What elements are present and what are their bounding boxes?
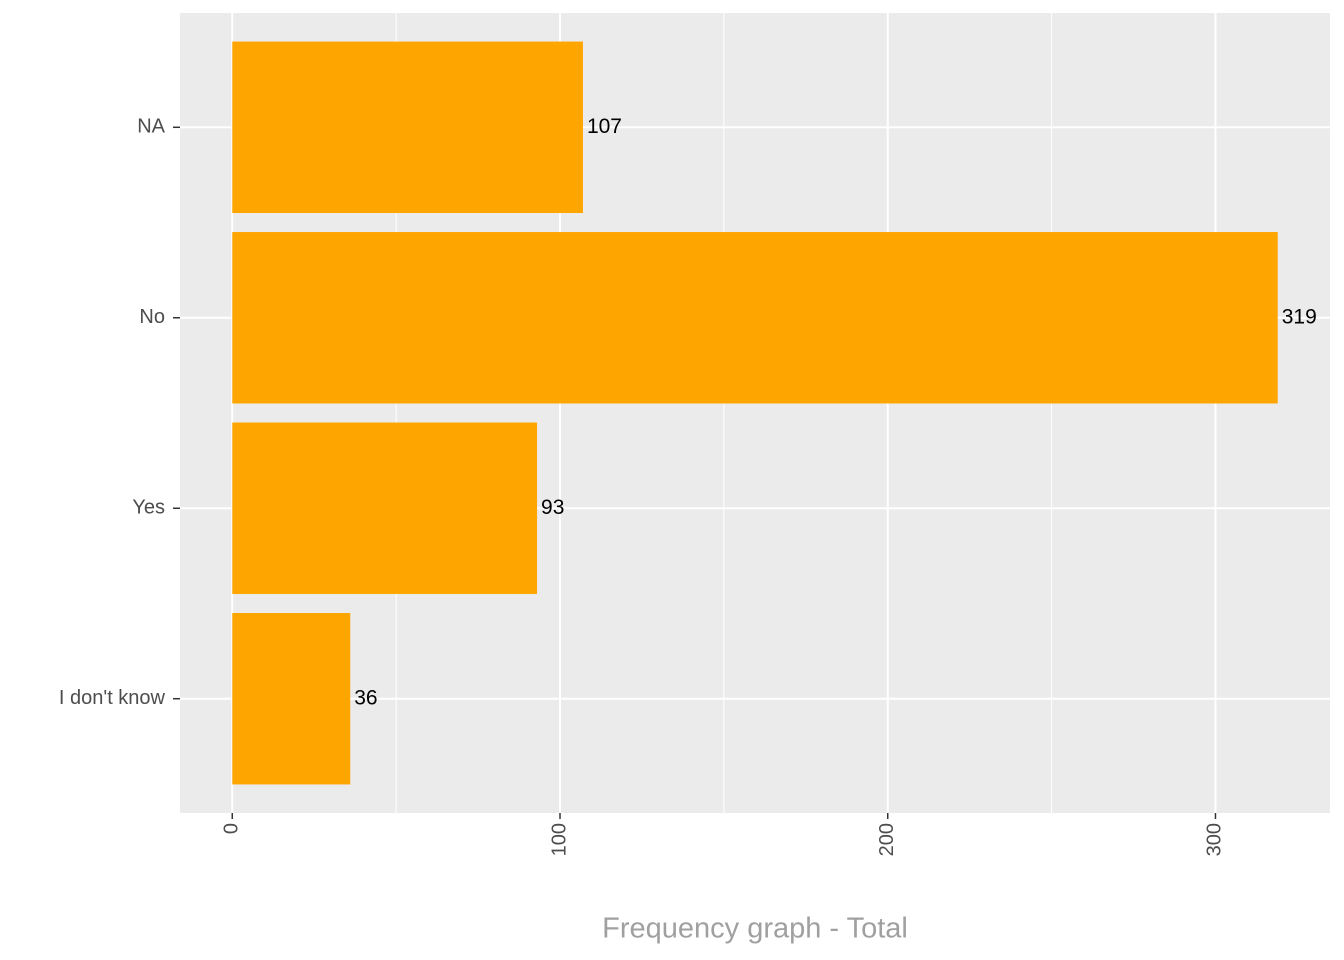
x-tick-label: 300 [1204,823,1226,856]
x-tick-label: 200 [876,823,898,856]
x-tick-label: 100 [548,823,570,856]
value-label: 107 [587,115,622,138]
x-axis-title: Frequency graph - Total [602,913,908,945]
value-label: 36 [354,686,377,709]
bar [232,41,583,214]
x-tick-label: 0 [221,823,243,834]
value-label: 93 [541,496,564,519]
y-tick-label: No [139,306,165,328]
bar [232,613,351,785]
y-tick-label: I don't know [59,687,166,709]
y-tick-label: NA [137,116,165,138]
y-tick-label: Yes [132,497,165,519]
value-label: 319 [1282,305,1317,328]
marks: 107 319 93 36 [232,41,1317,785]
bar [232,232,1278,404]
bar [232,422,538,594]
